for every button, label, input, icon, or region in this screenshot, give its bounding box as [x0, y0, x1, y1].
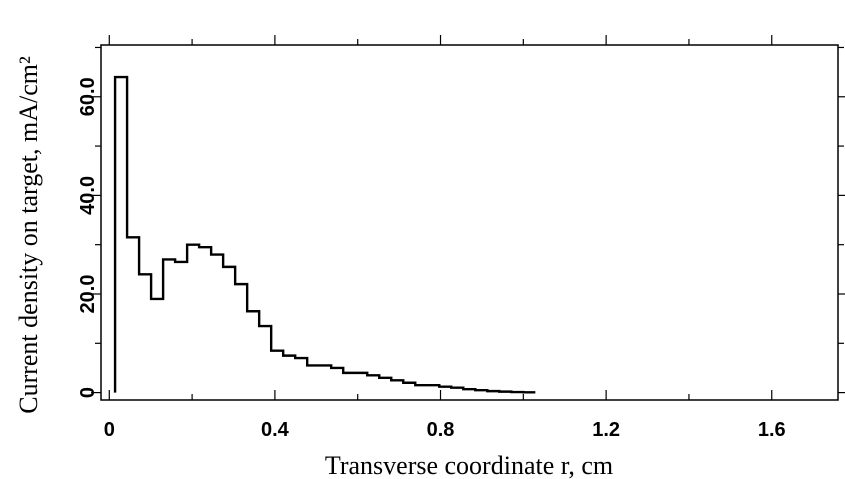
x-axis-title: Transverse coordinate r, cm [325, 451, 613, 479]
x-tick-label: 0.4 [261, 419, 290, 441]
plot-frame [100, 44, 839, 401]
y-tick-label: 40.0 [77, 176, 99, 215]
y-tick-labels: 0 20.0 40.0 60.0 [77, 77, 99, 398]
y-tick-label: 0 [77, 387, 99, 398]
x-tick-label: 1.2 [592, 419, 620, 441]
current-density-step-line [113, 75, 536, 394]
x-tick-label: 0.8 [427, 419, 455, 441]
x-tick-label: 1.6 [758, 419, 786, 441]
y-axis-title: Current density on target, mA/cm² [14, 56, 43, 414]
y-tick-label: 60.0 [77, 77, 99, 116]
x-tick-label: 0 [104, 419, 115, 441]
y-tick-label: 20.0 [77, 275, 99, 314]
tick-marks [91, 35, 845, 400]
x-tick-labels: 0 0.4 0.8 1.2 1.6 [104, 419, 786, 441]
